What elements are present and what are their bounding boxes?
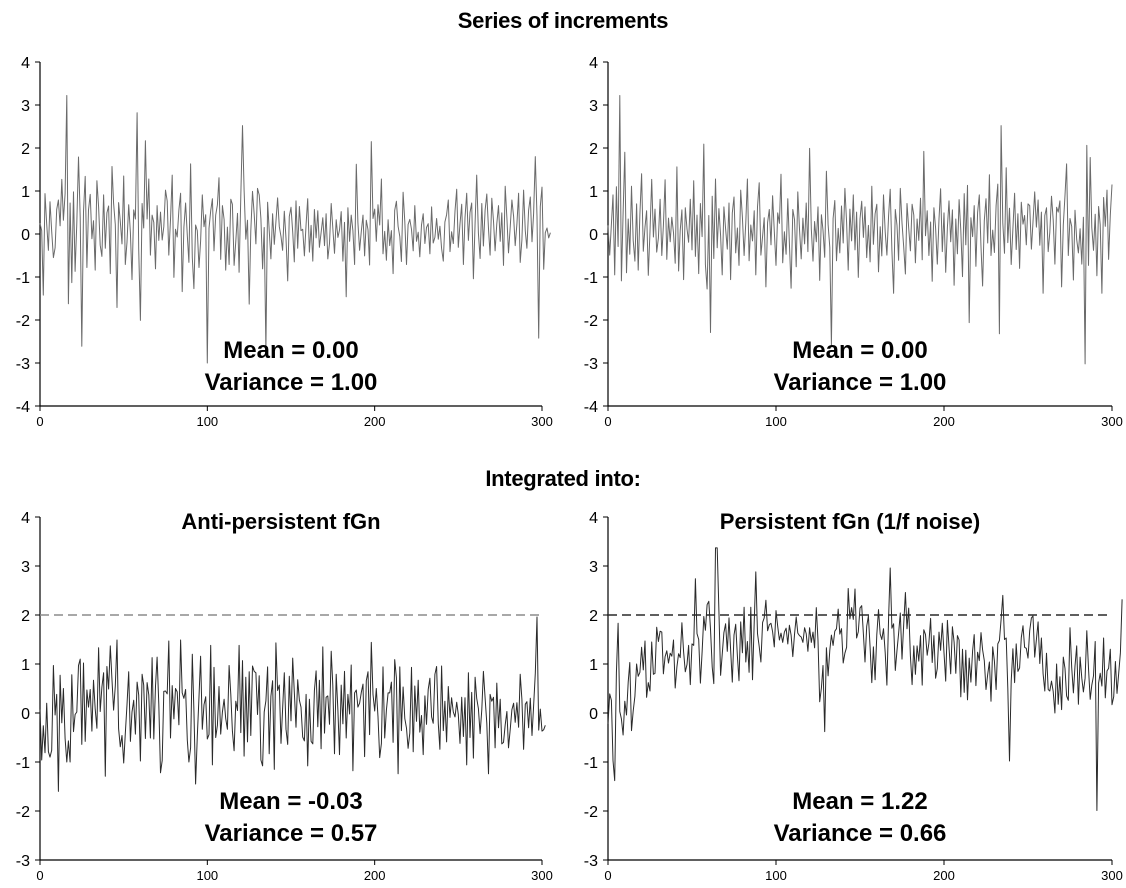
x-tick-label: 200 bbox=[364, 868, 386, 883]
x-tick-label: 300 bbox=[1101, 414, 1123, 429]
x-tick-label: 200 bbox=[933, 868, 955, 883]
x-tick-label: 100 bbox=[196, 414, 218, 429]
y-tick-label: 4 bbox=[589, 55, 598, 72]
y-tick-label: 2 bbox=[589, 141, 598, 158]
x-tick-label: 200 bbox=[933, 414, 955, 429]
y-tick-label: -2 bbox=[16, 804, 30, 821]
y-tick-label: -3 bbox=[584, 853, 598, 870]
x-tick-label: 200 bbox=[364, 414, 386, 429]
figure-heading-middle: Integrated into: bbox=[485, 466, 641, 491]
chart-panel-1: -4 -3 -2 -1 0 1 2 3 4 0 100 200 300 Mean = 0.00 Varian… bbox=[16, 55, 553, 429]
y-tick-label: 2 bbox=[21, 608, 30, 625]
x-tick-label: 0 bbox=[604, 868, 611, 883]
chart-panel-4: -3 -2 -1 0 1 2 3 4 0 100 200 300 Persistent fGn (1/f… bbox=[584, 509, 1123, 883]
y-tick-label: 0 bbox=[21, 227, 30, 244]
x-tick-label: 100 bbox=[765, 414, 787, 429]
y-tick-label: -3 bbox=[16, 853, 30, 870]
y-tick-label: 3 bbox=[589, 98, 598, 115]
mean-annotation: Mean = 0.00 bbox=[792, 337, 927, 364]
x-tick-label: 100 bbox=[196, 868, 218, 883]
mean-annotation: Mean = 0.00 bbox=[223, 337, 358, 364]
series-line bbox=[607, 95, 1113, 365]
chart-panel-2: -4 -3 -2 -1 0 1 2 3 4 0 100 200 300 Mean = 0.00 Varian… bbox=[584, 55, 1123, 429]
y-tick-label: 2 bbox=[21, 141, 30, 158]
panel-title: Anti-persistent fGn bbox=[181, 509, 380, 534]
x-tick-label: 100 bbox=[765, 868, 787, 883]
y-tick-label: -2 bbox=[16, 313, 30, 330]
variance-annotation: Variance = 0.57 bbox=[205, 820, 378, 847]
mean-annotation: Mean = 1.22 bbox=[792, 788, 927, 815]
y-tick-label: -2 bbox=[584, 313, 598, 330]
series-line bbox=[607, 547, 1123, 811]
x-tick-label: 0 bbox=[36, 868, 43, 883]
variance-annotation: Variance = 1.00 bbox=[205, 369, 378, 396]
variance-annotation: Variance = 0.66 bbox=[774, 820, 947, 847]
y-tick-label: -4 bbox=[16, 399, 30, 416]
y-tick-label: 1 bbox=[21, 184, 30, 201]
mean-annotation: Mean = -0.03 bbox=[219, 788, 362, 815]
y-tick-label: 1 bbox=[21, 657, 30, 674]
y-tick-label: -3 bbox=[584, 356, 598, 373]
y-tick-label: 4 bbox=[21, 55, 30, 72]
x-tick-label: 0 bbox=[604, 414, 611, 429]
x-tick-label: 300 bbox=[1101, 868, 1123, 883]
series-line bbox=[39, 95, 551, 364]
y-tick-label: -1 bbox=[584, 755, 598, 772]
chart-panel-3: -3 -2 -1 0 1 2 3 4 0 100 200 300 Anti-persistent fGn… bbox=[16, 509, 553, 883]
x-tick-label: 0 bbox=[36, 414, 43, 429]
y-tick-label: 3 bbox=[21, 559, 30, 576]
y-tick-label: 0 bbox=[589, 227, 598, 244]
y-tick-label: 2 bbox=[589, 608, 598, 625]
y-tick-label: -3 bbox=[16, 356, 30, 373]
x-tick-label: 300 bbox=[531, 414, 553, 429]
y-tick-label: 4 bbox=[589, 510, 598, 527]
x-tick-label: 300 bbox=[531, 868, 553, 883]
y-tick-label: -1 bbox=[16, 270, 30, 287]
y-tick-label: 3 bbox=[21, 98, 30, 115]
y-tick-label: 3 bbox=[589, 559, 598, 576]
y-tick-label: 0 bbox=[21, 706, 30, 723]
variance-annotation: Variance = 1.00 bbox=[774, 369, 947, 396]
y-tick-label: 4 bbox=[21, 510, 30, 527]
series-line bbox=[39, 616, 546, 792]
y-tick-label: 1 bbox=[589, 657, 598, 674]
y-tick-label: -1 bbox=[16, 755, 30, 772]
y-tick-label: 0 bbox=[589, 706, 598, 723]
panel-title: Persistent fGn (1/f noise) bbox=[720, 509, 980, 534]
y-tick-label: -4 bbox=[584, 399, 598, 416]
y-tick-label: -1 bbox=[584, 270, 598, 287]
y-tick-label: 1 bbox=[589, 184, 598, 201]
figure-heading-top: Series of increments bbox=[457, 8, 669, 33]
y-tick-label: -2 bbox=[584, 804, 598, 821]
